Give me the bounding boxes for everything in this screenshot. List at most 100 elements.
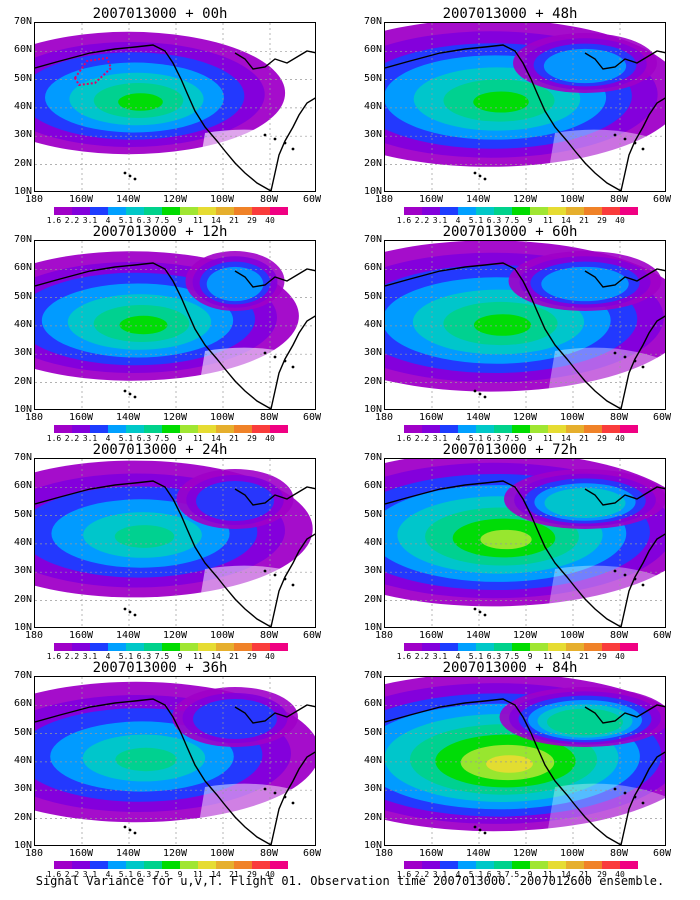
colorbar-label: 14: [561, 434, 571, 443]
colorbar-swatch: [476, 643, 494, 651]
colorbar-label: 6.3: [136, 870, 152, 879]
colorbar-label: 11: [193, 652, 203, 661]
panel-title: 2007013000 + 60h: [442, 224, 578, 240]
colorbar-swatch: [180, 425, 198, 433]
colorbar-label: 21: [229, 216, 239, 225]
colorbar-swatch: [126, 643, 144, 651]
colorbar-label: 9: [177, 216, 183, 225]
lon-label: 180: [24, 194, 44, 205]
lat-label: 60N: [13, 44, 32, 56]
forecast-panel: 2007013000 + 60h 70N 60N 50N 40N 30N 20N 10N 180…: [350, 224, 671, 443]
colorbar-swatch: [216, 207, 234, 215]
variance-map: [34, 240, 316, 410]
lon-label: 140W: [115, 848, 141, 859]
forecast-panel: 2007013000 + 84h 70N 60N 50N 40N 30N 20N 10N 180…: [350, 660, 671, 879]
colorbar-swatch: [234, 207, 252, 215]
colorbar-swatch: [566, 643, 584, 651]
colorbar-swatch: [530, 861, 548, 869]
colorbar-label: 7.5: [154, 216, 170, 225]
lat-label: 30N: [363, 347, 382, 359]
lon-label: 180: [374, 630, 394, 641]
lat-label: 60N: [13, 262, 32, 274]
colorbar-label: 40: [615, 652, 625, 661]
lon-label: 120W: [162, 412, 188, 423]
forecast-panel: 2007013000 + 48h 70N 60N 50N 40N 30N 20N 10N 180…: [350, 6, 671, 225]
forecast-panel: 2007013000 + 12h 70N 60N 50N 40N 30N 20N 10N 180…: [0, 224, 321, 443]
colorbar-swatch: [530, 425, 548, 433]
lat-label: 40N: [363, 100, 382, 112]
lon-label: 120W: [512, 630, 538, 641]
colorbar-label: 3.1: [82, 434, 98, 443]
colorbar-label: 29: [597, 434, 607, 443]
colorbar-label: 3.1: [432, 870, 448, 879]
lat-label: 50N: [363, 72, 382, 84]
variance-field: [385, 241, 665, 409]
colorbar-label: 4: [105, 216, 111, 225]
lat-label: 30N: [13, 783, 32, 795]
colorbar-swatch: [198, 861, 216, 869]
colorbar-swatch: [422, 425, 440, 433]
colorbar-swatch: [72, 861, 90, 869]
variance-field: [35, 251, 315, 409]
lat-label: 70N: [363, 670, 382, 681]
lon-label: 160W: [68, 848, 94, 859]
colorbar-swatch: [404, 207, 422, 215]
colorbar-label: 1.6: [396, 870, 412, 879]
lat-label: 30N: [363, 129, 382, 141]
colorbar-swatch: [72, 425, 90, 433]
colorbar-swatch: [108, 207, 126, 215]
colorbar-swatch: [530, 207, 548, 215]
colorbar-swatch: [620, 425, 638, 433]
lat-label: 60N: [363, 262, 382, 274]
lat-label: 40N: [363, 318, 382, 330]
variance-map: [34, 676, 316, 846]
colorbar-label: 7.5: [504, 870, 520, 879]
colorbar-swatch: [404, 861, 422, 869]
lat-label: 20N: [13, 157, 32, 169]
variance-field: [35, 31, 315, 191]
panel-title: 2007013000 + 48h: [442, 6, 578, 22]
colorbar-label: 5.1: [468, 216, 484, 225]
forecast-panel: 2007013000 + 00h 70N 60N 50N 40N 30N 20N 10N 180…: [0, 6, 321, 225]
colorbar-swatch: [162, 425, 180, 433]
lon-label: 120W: [512, 848, 538, 859]
colorbar-label: 29: [597, 870, 607, 879]
colorbar-label: 4: [105, 870, 111, 879]
colorbar-label: 5.1: [118, 216, 134, 225]
colorbar-label: 2.2: [64, 434, 80, 443]
colorbar-swatch: [108, 861, 126, 869]
colorbar-label: 1.6: [396, 434, 412, 443]
lon-label: 100W: [209, 194, 235, 205]
colorbar-swatch: [216, 861, 234, 869]
colorbar-label: 2.2: [414, 870, 430, 879]
colorbar-label: 14: [561, 870, 571, 879]
lon-label: 100W: [559, 412, 585, 423]
colorbar-swatch: [620, 207, 638, 215]
colorbar-swatch: [270, 643, 288, 651]
colorbar-label: 40: [615, 216, 625, 225]
colorbar-label: 3.1: [82, 216, 98, 225]
colorbar-swatch: [566, 425, 584, 433]
colorbar-swatch: [270, 861, 288, 869]
colorbar-label: 2.2: [64, 870, 80, 879]
lat-label: 70N: [363, 452, 382, 463]
lat-label: 20N: [363, 157, 382, 169]
colorbar-label: 14: [211, 434, 221, 443]
lat-label: 10N: [13, 185, 32, 197]
colorbar-swatch: [252, 643, 270, 651]
lon-label: 100W: [559, 630, 585, 641]
lon-label: 80W: [259, 848, 279, 859]
variance-map: [384, 676, 666, 846]
lat-label: 10N: [13, 403, 32, 415]
colorbar-swatch: [216, 425, 234, 433]
colorbar-label: 1.6: [396, 216, 412, 225]
lon-label: 140W: [465, 630, 491, 641]
colorbar-label: 7.5: [154, 652, 170, 661]
lat-label: 50N: [13, 72, 32, 84]
colorbar-label: 11: [543, 216, 553, 225]
lon-label: 180: [24, 412, 44, 423]
lat-label: 60N: [363, 44, 382, 56]
colorbar-swatch: [548, 425, 566, 433]
lon-label: 80W: [259, 630, 279, 641]
colorbar-label: 5.1: [468, 870, 484, 879]
